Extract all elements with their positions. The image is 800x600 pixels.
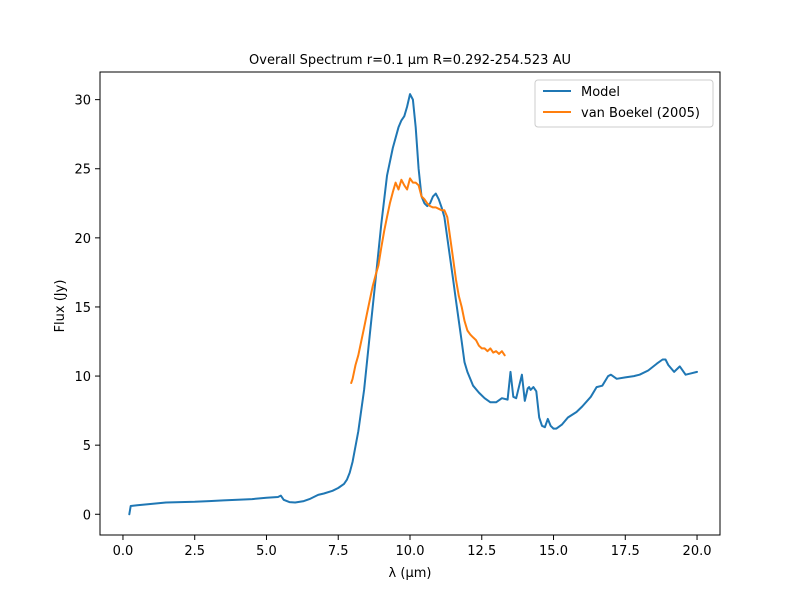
y-tick-label: 25 [74,163,91,178]
series-line-van-boekel [350,177,506,384]
y-axis-label: Flux (Jy) [53,280,68,333]
x-tick-label: 10.0 [396,544,425,559]
x-tick-label: 2.5 [184,544,205,559]
x-tick-label: 12.5 [467,544,496,559]
legend-box [534,79,714,128]
legend: Model van Boekel (2005) [534,79,714,128]
y-tick-label: 20 [74,232,91,247]
plot-area: 0.0 2.5 5.0 7.5 10.0 12.5 15.0 17.5 20.0 0 5 10 15 20… [74,71,721,559]
x-axis-label: λ (μm) [389,566,432,581]
x-tick-label: 7.5 [328,544,349,559]
series-line-model [128,93,698,516]
y-tick-label: 10 [74,370,91,385]
x-tick-label: 5.0 [256,544,277,559]
legend-label-model: Model [581,85,620,100]
y-tick-label: 15 [74,301,91,316]
y-tick-label: 30 [74,94,91,109]
chart-title: Overall Spectrum r=0.1 μm R=0.292-254.52… [249,53,571,68]
x-tick-label: 15.0 [539,544,568,559]
y-tick-label: 0 [83,508,91,523]
y-tick-label: 5 [83,439,91,454]
legend-label-van-boekel: van Boekel (2005) [581,106,700,121]
x-tick-label: 0.0 [113,544,134,559]
x-tick-label: 17.5 [611,544,640,559]
x-tick-label: 20.0 [683,544,712,559]
